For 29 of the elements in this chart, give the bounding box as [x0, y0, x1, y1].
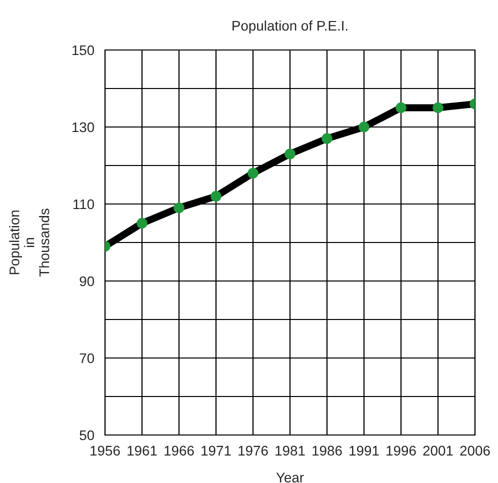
point — [136, 218, 148, 229]
point — [432, 102, 444, 114]
point — [358, 122, 370, 132]
x-tick-label: 1971 — [202, 446, 231, 456]
y-tick-label: 150 — [72, 45, 94, 56]
y-axis-title: Population in Thousands — [9, 208, 50, 277]
y-tick-label: 90 — [80, 276, 94, 286]
x-tick-label: 1966 — [164, 446, 194, 456]
point — [322, 133, 332, 144]
x-tick-label: 2006 — [460, 446, 490, 456]
y-tick-label: 70 — [80, 353, 94, 364]
point — [248, 168, 258, 179]
x-tick-label: 1996 — [386, 446, 416, 456]
x-tick-label: 1956 — [90, 446, 120, 456]
x-tick-label: 1986 — [312, 446, 342, 456]
x-tick-label: 1961 — [128, 446, 157, 456]
point — [284, 148, 296, 160]
point — [174, 202, 184, 214]
y-tick-label: 110 — [73, 199, 94, 210]
point — [396, 102, 406, 114]
x-tick-label: 1981 — [276, 446, 305, 456]
x-axis-title: Year — [276, 472, 304, 482]
y-tick-label: 130 — [72, 122, 94, 132]
x-tick-label: 1976 — [238, 446, 268, 456]
x-tick-label: 2001 — [423, 446, 453, 456]
chart-title: Population of P.E.I. — [232, 20, 348, 34]
point — [210, 190, 222, 202]
y-tick-label: 50 — [80, 430, 94, 440]
x-tick-label: 1991 — [350, 446, 379, 456]
